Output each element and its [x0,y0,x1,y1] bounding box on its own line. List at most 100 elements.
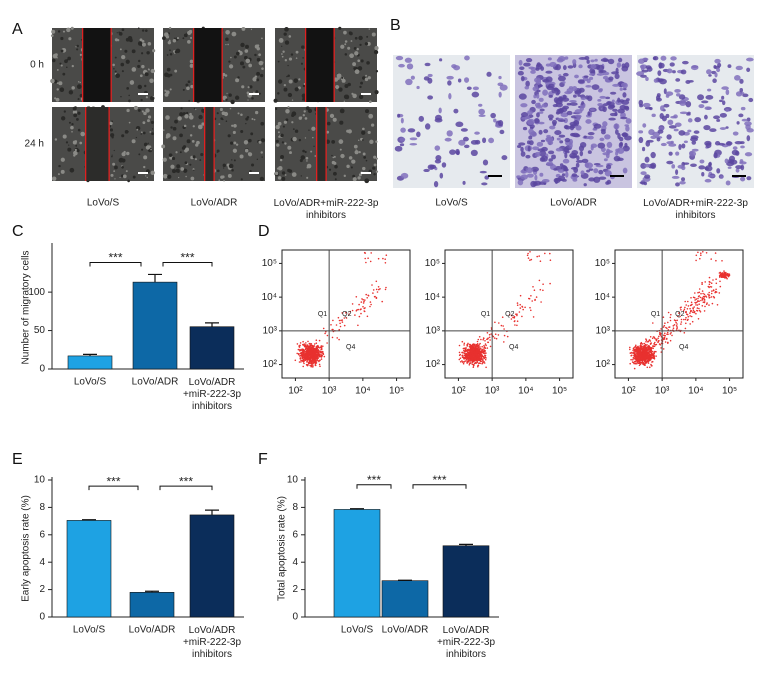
texture [304,137,307,139]
event-dot [370,252,373,254]
texture [346,129,350,133]
texture [72,140,77,145]
texture [292,128,295,130]
cell [561,107,568,113]
texture [186,86,190,91]
cell [655,135,663,139]
cell [462,180,466,185]
cell [746,67,751,72]
event-dot [516,313,518,316]
texture [197,124,203,130]
cell [546,161,554,167]
event-dot [532,316,535,318]
texture [216,149,220,153]
event-dot [317,356,319,359]
cell [545,70,553,74]
texture [141,148,144,151]
texture [79,81,81,84]
event-dot [308,361,311,364]
y-tick-label: 10⁴ [595,292,610,303]
cell [577,79,585,84]
event-dot [363,300,365,303]
event-dot [310,353,313,355]
texture [174,37,176,40]
event-dot [539,260,542,263]
error-bar [205,509,219,515]
cell [553,168,558,171]
event-dot [701,283,703,286]
event-dot [471,363,474,366]
event-dot [649,358,652,361]
event-dot [296,352,299,355]
event-dot [673,324,676,326]
event-dot [459,357,462,360]
texture [240,113,243,117]
cell [740,145,745,149]
event-dot [703,300,706,302]
texture [216,112,219,115]
texture [281,176,286,181]
event-dot [631,361,634,363]
event-dot [458,351,461,354]
event-dot [693,311,696,314]
event-dot [542,283,544,286]
texture [331,154,333,157]
cell [572,85,578,92]
event-dot [670,313,672,316]
texture [121,165,124,169]
quadrant-label: Q2 [342,311,351,318]
cell [688,80,694,83]
row-label: 0 h [30,60,44,71]
event-dot [722,275,724,278]
texture [59,62,62,65]
texture [131,80,134,83]
texture [347,82,351,87]
texture [112,63,115,67]
cell [530,70,536,74]
texture [258,92,261,95]
cell [539,150,547,157]
cell [533,118,540,124]
texture [373,163,377,167]
event-dot [367,294,370,297]
texture [186,111,189,115]
event-dot [469,360,472,362]
cell [638,99,644,106]
event-dot [668,326,671,328]
event-dot [310,357,313,359]
event-dot [382,257,384,260]
cell [534,77,541,83]
event-dot [471,360,474,363]
texture [227,173,232,178]
cell [398,63,405,68]
cell [615,148,620,153]
texture [177,116,182,121]
event-dot [376,291,379,293]
event-dot [700,252,702,254]
texture [139,74,143,78]
event-dot [697,251,699,254]
cell [646,66,653,72]
event-dot [484,358,487,361]
event-dot [370,303,372,306]
cell [642,123,647,128]
event-dot [665,338,668,340]
cell [646,139,654,143]
texture [233,159,236,162]
event-dot [711,302,714,305]
texture [288,79,293,84]
texture [110,133,115,138]
texture [348,31,352,35]
event-dot [461,340,464,343]
cell [746,57,754,62]
event-dot [470,354,473,357]
y-tick-label: 0 [39,612,45,623]
cell [434,145,441,151]
texture [126,151,130,156]
texture [77,81,80,83]
event-dot [471,344,474,346]
cell [720,175,724,179]
event-dot [648,350,650,352]
event-dot [482,351,485,353]
cell [707,88,712,92]
